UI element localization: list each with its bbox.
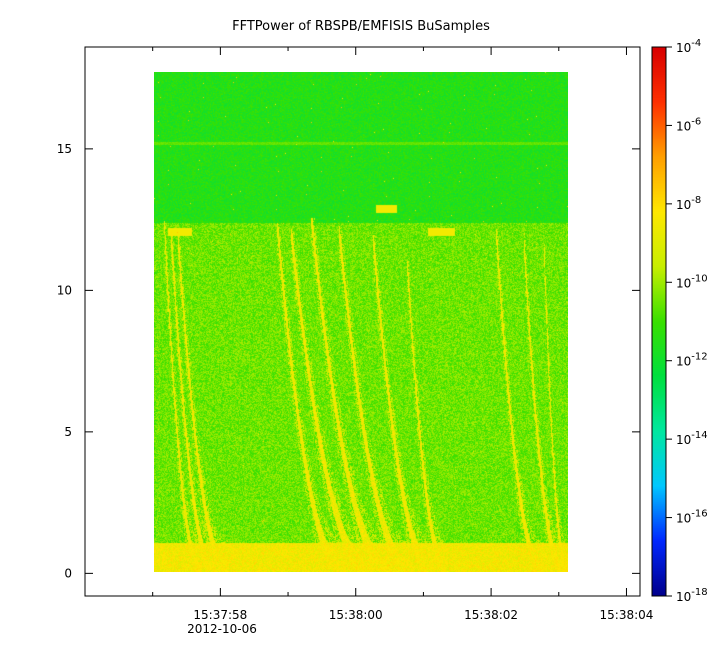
colorbar-tick-base: 10 (676, 276, 691, 290)
x-axis-date-label: 2012-10-06 (187, 622, 257, 636)
colorbar-tick-base: 10 (676, 198, 691, 212)
y-tick-label: 15 (57, 142, 72, 156)
y-tick-label: 0 (64, 566, 72, 580)
colorbar-tick-exponent: -16 (691, 509, 707, 520)
colorbar-tick-label: 10-8 (676, 195, 701, 212)
spectrogram-image (154, 72, 568, 572)
x-tick-label: 15:38:04 (600, 608, 654, 622)
x-tick-label: 15:37:58 (193, 608, 247, 622)
colorbar-tick-exponent: -10 (691, 273, 707, 284)
chart-title: FFTPower of RBSPB/EMFISIS BuSamples (232, 19, 490, 34)
x-axis: 15:37:58 15:38:00 15:38:02 15:38:04 (152, 47, 654, 622)
colorbar-tick-label: 10-14 (676, 430, 708, 447)
colorbar-tick-base: 10 (676, 590, 691, 604)
colorbar-tick-exponent: -8 (691, 195, 701, 206)
x-tick-label: 15:38:02 (464, 608, 518, 622)
colorbar-tick-label: 10-10 (676, 273, 708, 290)
colorbar-tick-base: 10 (676, 512, 691, 526)
colorbar-tick-exponent: -4 (691, 38, 701, 49)
colorbar-tick-exponent: -18 (691, 587, 707, 598)
colorbar-tick-base: 10 (676, 119, 691, 133)
y-tick-label: 5 (64, 425, 72, 439)
colorbar-tick-base: 10 (676, 41, 691, 55)
colorbar-gradient (652, 47, 666, 596)
colorbar-tick-exponent: -6 (691, 116, 701, 127)
colorbar-tick-label: 10-6 (676, 116, 701, 133)
y-tick-label: 10 (57, 283, 72, 297)
colorbar-tick-exponent: -12 (691, 352, 707, 363)
x-tick-label: 15:38:00 (329, 608, 383, 622)
colorbar-tick-label: 10-16 (676, 509, 708, 526)
colorbar-tick-label: 10-12 (676, 352, 708, 369)
colorbar-tick-base: 10 (676, 355, 691, 369)
colorbar-frame (651, 46, 667, 597)
colorbar-tick-exponent: -14 (691, 430, 707, 441)
colorbar-tick-base: 10 (676, 433, 691, 447)
colorbar-tick-label: 10-4 (676, 38, 701, 55)
colorbar-tick-label: 10-18 (676, 587, 708, 604)
y-axis: 0 5 10 15 (57, 142, 640, 580)
